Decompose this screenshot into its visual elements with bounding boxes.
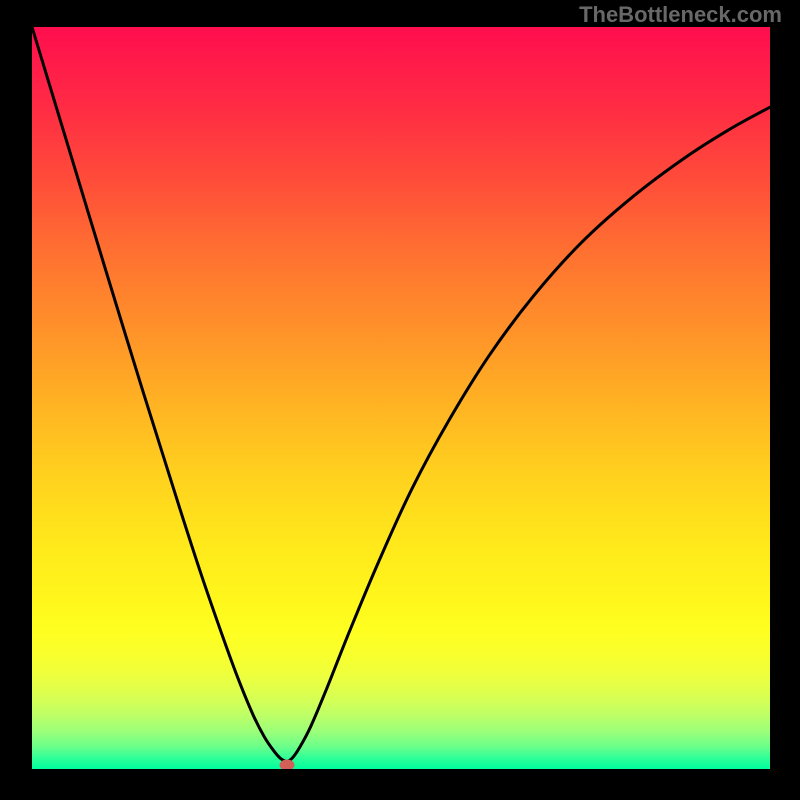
curve-overlay (32, 27, 770, 769)
watermark-text: TheBottleneck.com (579, 2, 782, 28)
curve-path (287, 107, 770, 761)
minimum-marker (279, 759, 294, 769)
curve-path (32, 27, 287, 762)
plot-area (32, 27, 770, 769)
